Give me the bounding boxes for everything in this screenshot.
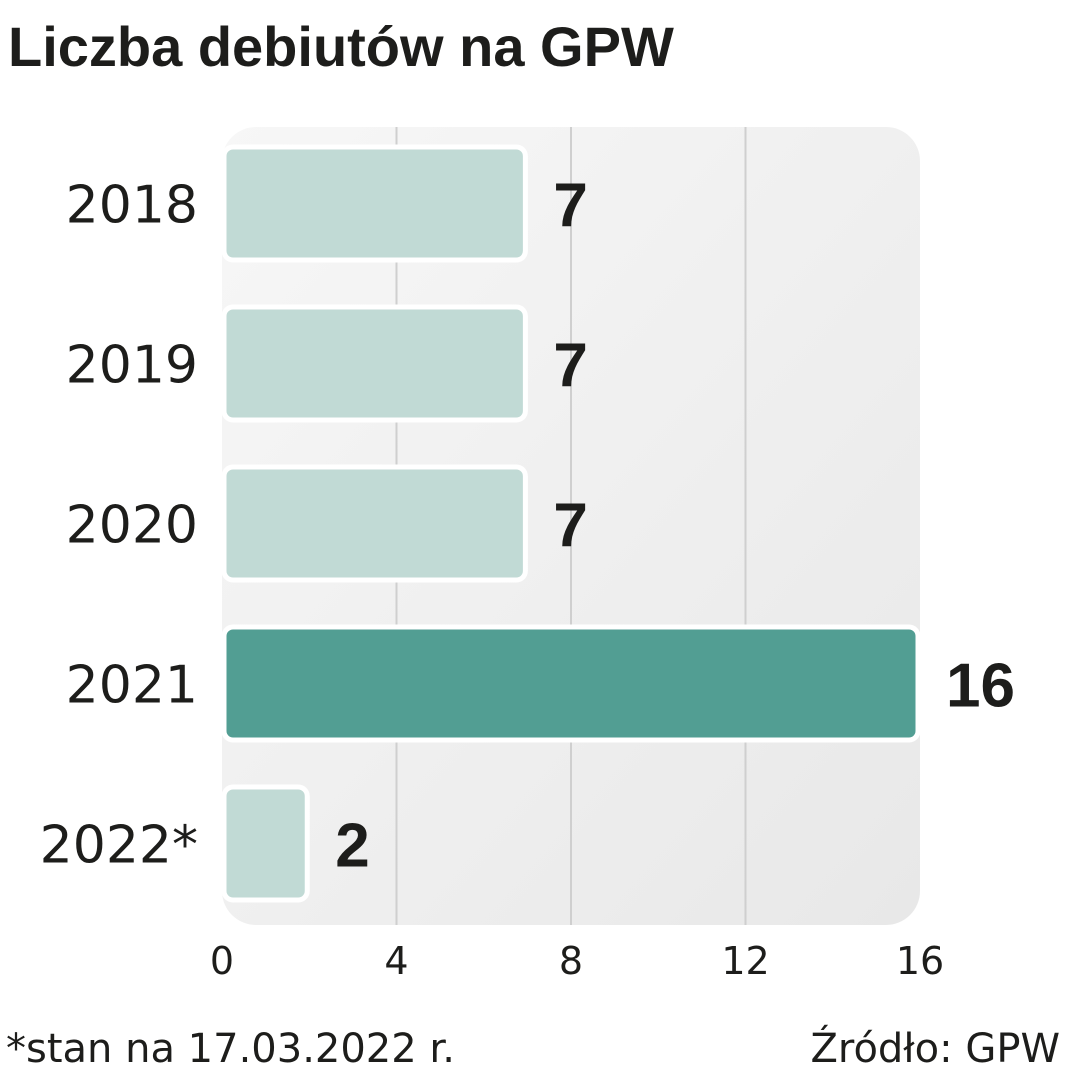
bar-2018 [221, 144, 528, 263]
category-label-2018: 2018 [66, 176, 198, 236]
value-label-2019: 7 [553, 332, 587, 401]
bar-2021 [221, 624, 921, 743]
source-note: Źródło: GPW [810, 1024, 1060, 1072]
category-label-2019: 2019 [66, 336, 198, 396]
bar-2022 [221, 784, 310, 903]
value-label-2020: 7 [553, 492, 587, 561]
value-label-2018: 7 [553, 172, 587, 241]
x-tick-16: 16 [896, 939, 944, 983]
x-tick-0: 0 [210, 939, 234, 983]
x-tick-8: 8 [559, 939, 583, 983]
value-labels: 7 7 7 16 2 [335, 172, 1015, 881]
category-label-2021: 2021 [66, 656, 198, 716]
category-label-2020: 2020 [66, 496, 198, 556]
value-label-2022: 2 [335, 812, 369, 881]
bars-group [221, 144, 921, 903]
value-label-2021: 16 [946, 652, 1015, 721]
bar-2020 [221, 464, 528, 583]
chart-title: Liczba debiutów na GPW [8, 15, 674, 78]
x-tick-12: 12 [721, 939, 769, 983]
footnote: *stan na 17.03.2022 r. [6, 1026, 455, 1072]
x-axis-ticks: 0 4 8 12 16 [210, 939, 944, 983]
category-labels: 2018 2019 2020 2021 2022* [40, 176, 198, 876]
x-tick-4: 4 [384, 939, 408, 983]
bar-2019 [221, 304, 528, 423]
category-label-2022: 2022* [40, 816, 198, 876]
